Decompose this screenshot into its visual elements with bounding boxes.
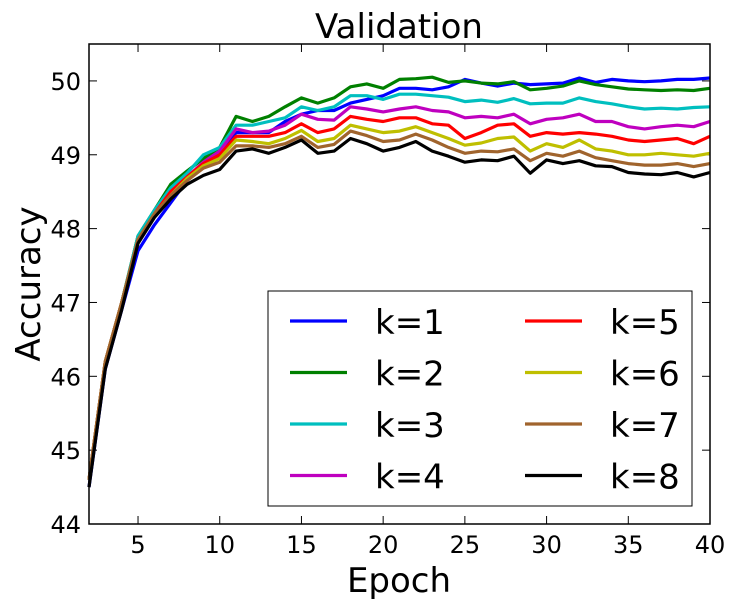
y-axis-label: Accuracy xyxy=(9,206,49,361)
y-tick-label: 49 xyxy=(50,142,81,170)
plot-frame xyxy=(88,43,711,525)
legend-label-k4: k=4 xyxy=(375,458,445,498)
legend: k=1 k=2 k=3 k=4 k=5 k=6 k=7 k=8 xyxy=(267,290,693,507)
y-tick-label: 50 xyxy=(50,68,81,96)
x-tick-label: 15 xyxy=(286,531,317,559)
legend-label-k7: k=7 xyxy=(610,406,680,446)
legend-label-k8: k=8 xyxy=(610,458,680,498)
series-line-k7 xyxy=(87,129,711,480)
x-tick-label: 10 xyxy=(204,531,235,559)
x-axis-label: Epoch xyxy=(347,561,451,601)
legend-label-k1: k=1 xyxy=(375,303,445,343)
x-tick-label: 25 xyxy=(450,531,481,559)
y-tick-label: 48 xyxy=(50,216,81,244)
x-tick-label: 5 xyxy=(130,531,145,559)
axis-ticks: 5 10 15 20 25 30 35 40 44 45 46 47 48 49 50 xyxy=(50,44,725,559)
series-line-k3 xyxy=(87,92,711,480)
x-tick-label: 20 xyxy=(368,531,399,559)
series-lines xyxy=(87,75,711,488)
legend-box xyxy=(267,290,693,507)
x-tick-label: 30 xyxy=(531,531,562,559)
legend-label-k5: k=5 xyxy=(610,303,680,343)
y-tick-label: 44 xyxy=(50,511,81,539)
legend-label-k6: k=6 xyxy=(610,355,680,395)
x-tick-label: 40 xyxy=(695,531,726,559)
y-tick-label: 45 xyxy=(50,437,81,465)
series-line-k8 xyxy=(87,136,711,488)
chart-title: Validation xyxy=(315,7,483,47)
y-tick-label: 46 xyxy=(50,363,81,391)
legend-label-k3: k=3 xyxy=(375,406,445,446)
x-tick-label: 35 xyxy=(613,531,644,559)
y-tick-label: 47 xyxy=(50,289,81,317)
series-line-k6 xyxy=(87,123,711,480)
legend-label-k2: k=2 xyxy=(375,355,445,395)
